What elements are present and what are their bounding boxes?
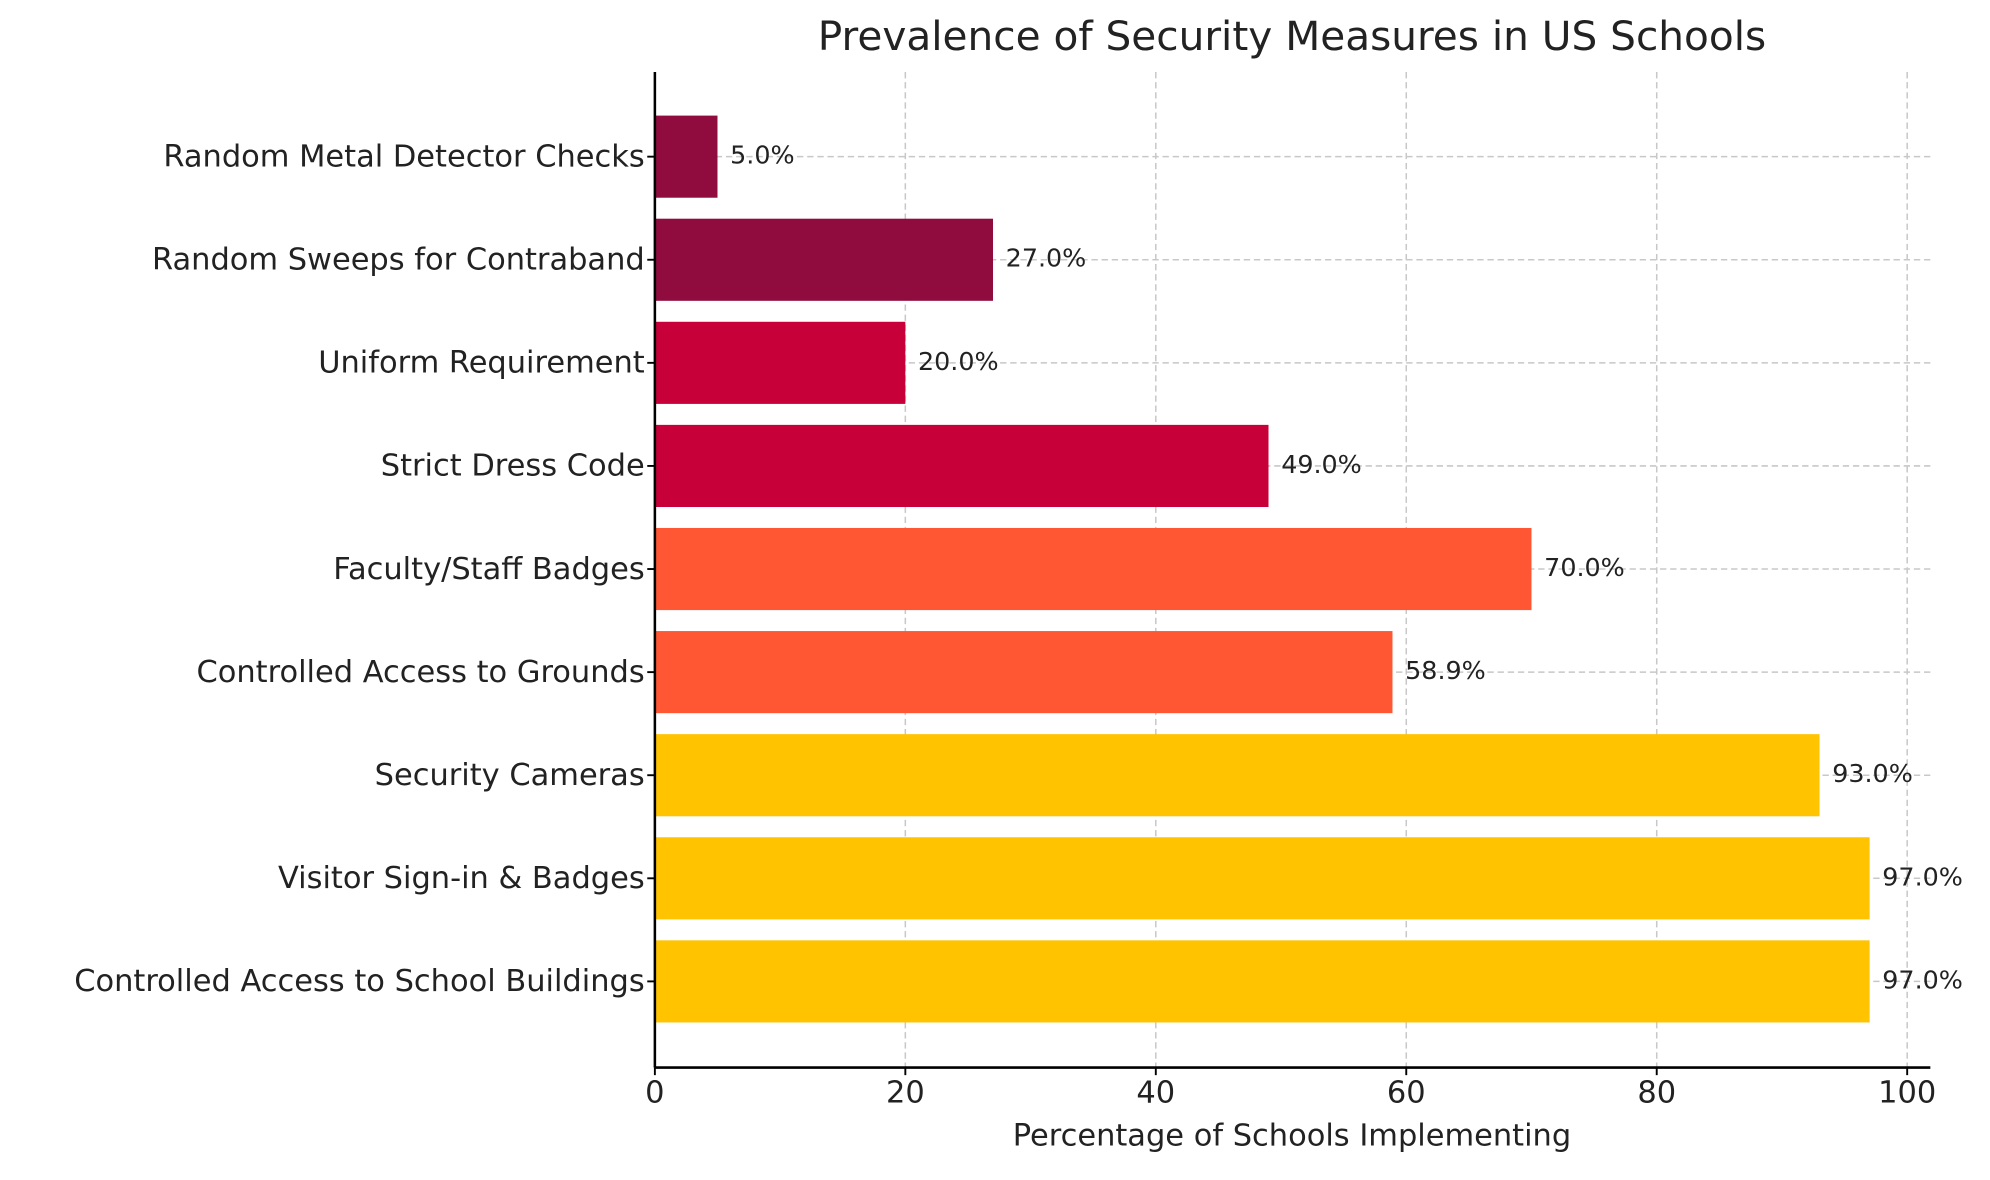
bar [654, 527, 1532, 611]
y-tick-label: Strict Dress Code [381, 449, 645, 484]
y-tick-label: Uniform Requirement [318, 346, 645, 381]
value-label: 27.0% [1006, 243, 1087, 273]
bar [654, 734, 1820, 817]
x-tick-label: 40 [1136, 1076, 1175, 1111]
y-tick-label: Visitor Sign-in & Badges [278, 861, 645, 896]
y-tick-label: Random Sweeps for Contraband [152, 243, 645, 278]
x-tick-label: 20 [886, 1076, 925, 1111]
x-tick-label: 60 [1387, 1076, 1426, 1111]
chart-title: Prevalence of Security Measures in US Sc… [818, 12, 1766, 60]
bar [654, 940, 1870, 1023]
y-tick-label: Random Metal Detector Checks [163, 139, 644, 174]
y-tick-label: Security Cameras [375, 758, 645, 793]
x-tick-label: 0 [645, 1076, 664, 1111]
bar [654, 424, 1269, 507]
value-label: 93.0% [1832, 758, 1913, 788]
value-label: 97.0% [1882, 861, 1963, 891]
value-label: 5.0% [730, 140, 794, 170]
value-label: 58.9% [1405, 655, 1486, 685]
value-label: 70.0% [1544, 552, 1625, 582]
y-tick-label: Controlled Access to School Buildings [74, 964, 644, 999]
value-label: 49.0% [1281, 449, 1362, 479]
x-tick-label: 100 [1878, 1076, 1936, 1111]
bar [654, 321, 906, 404]
x-tick-label: 80 [1637, 1076, 1676, 1111]
bar [654, 218, 993, 301]
x-axis-label: Percentage of Schools Implementing [1013, 1119, 1571, 1154]
bar [654, 631, 1393, 714]
bar [654, 115, 718, 198]
value-label: 97.0% [1882, 964, 1963, 994]
value-label: 20.0% [918, 346, 999, 376]
bar [654, 837, 1870, 920]
y-tick-label: Controlled Access to Grounds [197, 655, 645, 690]
y-tick-label: Faculty/Staff Badges [333, 552, 644, 587]
